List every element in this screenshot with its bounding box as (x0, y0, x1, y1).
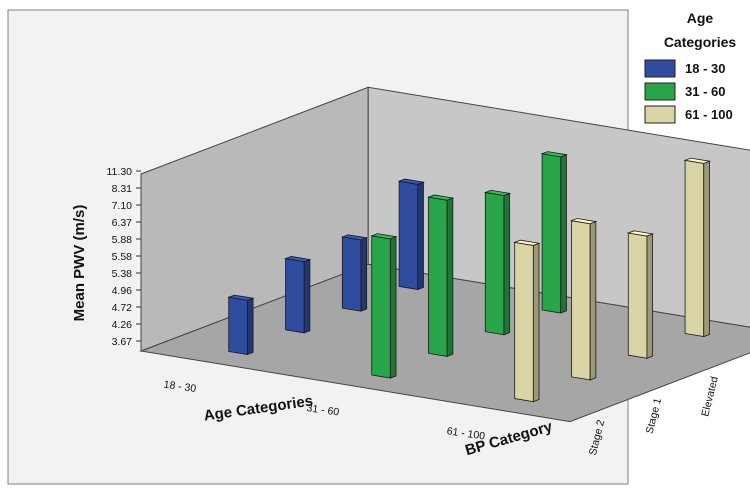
bar-front-face (571, 220, 591, 381)
y-axis-title: Mean PWV (m/s) (71, 205, 88, 322)
y-tick-label: 8.31 (112, 183, 133, 195)
bar (513, 239, 541, 403)
y-tick-label: 11.30 (107, 166, 133, 178)
bar-side-face (303, 258, 311, 334)
bar-top-face (569, 218, 598, 225)
legend-swatch (644, 59, 676, 78)
bar (483, 189, 512, 336)
legend-swatch (644, 105, 676, 124)
bar (370, 233, 398, 379)
bar-top-face (426, 194, 455, 201)
bar-front-face (484, 191, 505, 336)
bar-side-face (503, 192, 511, 336)
bar-side-face (360, 237, 368, 312)
y-tick-label: 7.10 (112, 200, 133, 212)
bar-top-face (540, 151, 568, 158)
bar (569, 218, 598, 381)
bar-front-face (341, 236, 362, 312)
y-tick-label: 4.96 (112, 285, 133, 297)
y-tick-label: 5.88 (112, 234, 133, 246)
bar-top-face (626, 230, 655, 237)
legend-entry: 61 - 100 (644, 105, 733, 124)
legend-label: 31 - 60 (685, 84, 725, 99)
age-tick-label: 18 - 30 (163, 379, 197, 395)
y-tick-label: 4.26 (112, 319, 133, 331)
y-tick-label: 4.72 (112, 302, 133, 314)
bar (227, 294, 255, 356)
bar-front-face (285, 258, 305, 334)
bar-front-face (514, 241, 534, 403)
bar-top-face (683, 157, 711, 164)
age-axis-ticks: 18 - 30 31 - 60 61 - 100 (163, 379, 486, 443)
legend-title-line1: Age (687, 10, 714, 26)
bar-top-face (370, 233, 398, 240)
y-tick-label: 5.58 (112, 251, 133, 263)
y-tick-label: 3.67 (112, 336, 133, 348)
bar (426, 194, 455, 357)
legend-label: 61 - 100 (685, 107, 733, 122)
bar-top-face (227, 294, 255, 301)
bar-side-face (560, 154, 567, 314)
bar-top-face (284, 256, 312, 263)
bar-front-face (371, 235, 391, 379)
bar-side-face (389, 236, 397, 379)
bar-front-face (627, 232, 648, 359)
legend-label: 18 - 30 (685, 61, 725, 76)
bar (397, 178, 425, 291)
legend-swatch (644, 82, 676, 101)
bar-side-face (532, 242, 540, 403)
bar (340, 234, 369, 312)
bar-side-face (417, 181, 424, 291)
bar-side-face (646, 233, 654, 359)
bar-front-face (228, 296, 248, 356)
bar-side-face (589, 220, 597, 381)
bar (626, 230, 655, 359)
bar-top-face (483, 189, 512, 196)
bar-top-face (340, 234, 369, 241)
bar-front-face (684, 159, 705, 338)
y-tick-label: 5.38 (112, 268, 133, 280)
bars (227, 151, 711, 403)
bp-tick-label: Elevated (699, 375, 721, 418)
bar (284, 256, 312, 334)
legend-entry: 18 - 30 (644, 59, 725, 78)
age-tick-label: 61 - 100 (446, 425, 486, 442)
bar-front-face (428, 196, 448, 357)
bar (683, 157, 711, 338)
y-tick-label: 6.37 (112, 217, 133, 229)
bp-tick-label: Stage 1 (644, 397, 664, 435)
legend-entry: 31 - 60 (644, 82, 725, 101)
bar-side-face (246, 297, 254, 356)
y-axis-ticks: 3.67 4.26 4.72 4.96 5.38 5.58 5.88 6.37 7.10 8.31… (107, 166, 141, 348)
legend: Age Categories 18 - 30 31 - 60 61 - 100 (644, 10, 737, 124)
bar (540, 151, 568, 314)
bar-top-face (397, 178, 425, 185)
bar-top-face (513, 239, 541, 246)
bar-front-face (541, 153, 562, 314)
bar-side-face (703, 160, 710, 338)
bar-side-face (446, 197, 454, 357)
legend-title-line2: Categories (664, 34, 737, 50)
age-tick-label: 31 - 60 (306, 402, 340, 418)
bar-front-face (398, 180, 419, 290)
